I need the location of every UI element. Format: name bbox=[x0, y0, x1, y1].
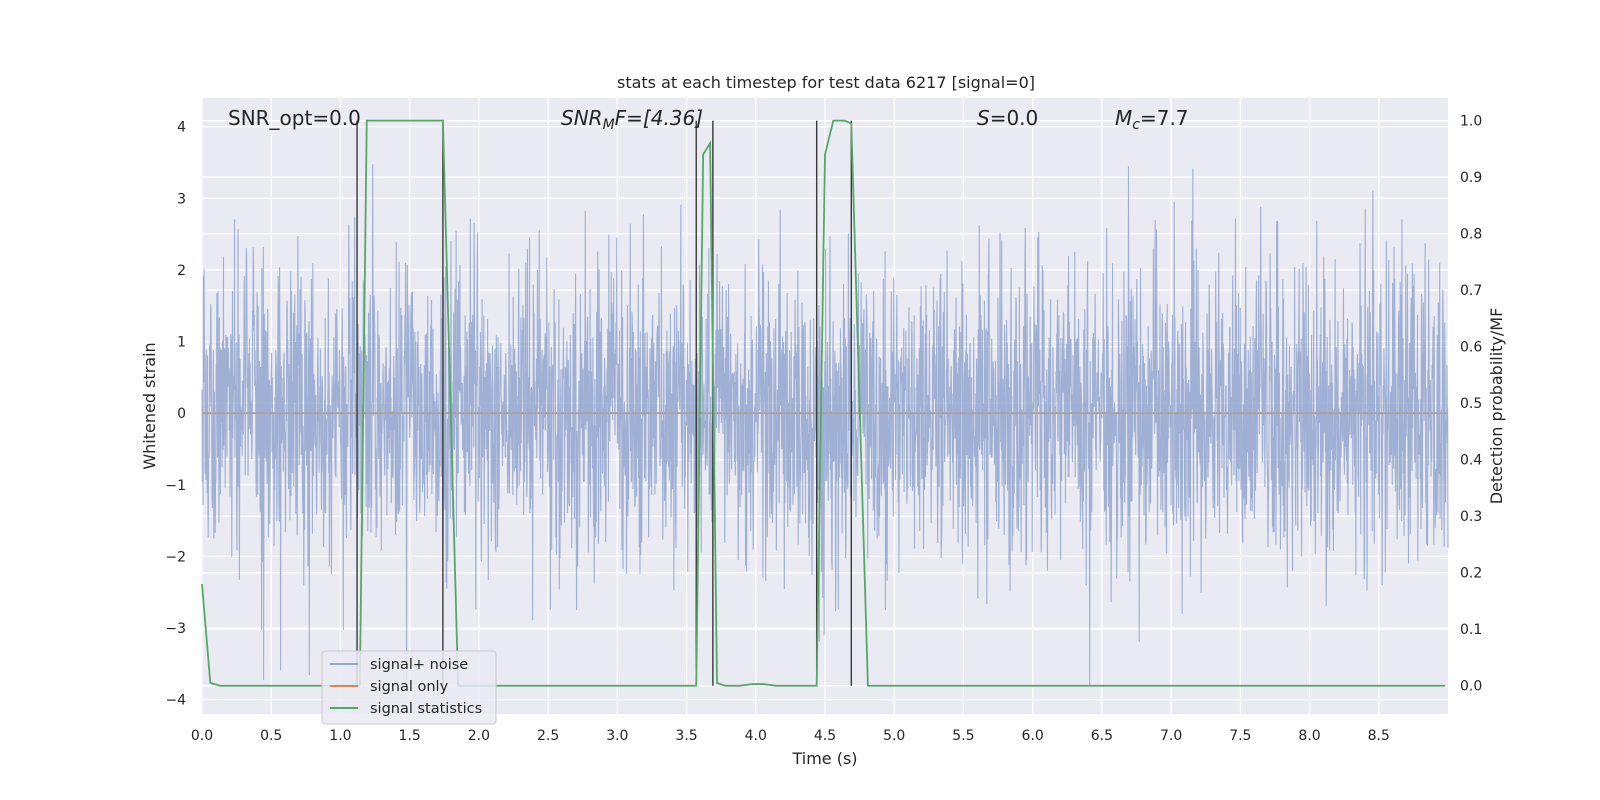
x-tick-label: 3.0 bbox=[606, 728, 628, 744]
signal-statistics-series bbox=[201, 119, 1446, 687]
y-tick-label-left: 4 bbox=[177, 120, 186, 136]
x-tick-label: 5.5 bbox=[952, 728, 974, 744]
s-main: S bbox=[977, 106, 990, 130]
noise-series bbox=[201, 164, 1449, 686]
y-axis-label-left: Whitened strain bbox=[140, 342, 159, 469]
x-tick-label: 6.5 bbox=[1091, 728, 1113, 744]
x-tick-label: 8.5 bbox=[1368, 728, 1390, 744]
snr-mf-main: SNR bbox=[561, 106, 603, 130]
annotation-snr-opt: SNR_opt=0.0 bbox=[228, 106, 361, 130]
y-tick-label-left: −4 bbox=[165, 693, 186, 709]
mc-main: M bbox=[1115, 106, 1132, 130]
y-tick-label-right: 0.5 bbox=[1460, 396, 1482, 412]
legend-box bbox=[321, 650, 497, 725]
x-tick-label: 2.0 bbox=[468, 728, 490, 744]
snr-mf-tail: F=[4.36] bbox=[615, 106, 703, 130]
y-tick-label-right: 0.9 bbox=[1460, 170, 1482, 186]
x-tick-label: 2.5 bbox=[537, 728, 559, 744]
y-tick-label-right: 0.1 bbox=[1460, 622, 1482, 638]
y-tick-label-right: 0.2 bbox=[1460, 566, 1482, 582]
legend-label-noise: signal+ noise bbox=[370, 657, 468, 673]
y-tick-label-right: 1.0 bbox=[1460, 114, 1482, 130]
legend-label-signal-statistics: signal statistics bbox=[370, 701, 482, 717]
x-axis-label: Time (s) bbox=[791, 749, 857, 768]
snr-mf-sub: M bbox=[603, 117, 615, 133]
x-tick-label: 3.5 bbox=[675, 728, 697, 744]
x-tick-label: 1.0 bbox=[329, 728, 351, 744]
mc-sub: c bbox=[1132, 117, 1140, 133]
y-tick-label-left: −2 bbox=[165, 549, 186, 565]
noise-line bbox=[201, 164, 1449, 686]
legend-label-signal-only: signal only bbox=[370, 679, 449, 695]
x-tick-label: 0.5 bbox=[260, 728, 282, 744]
y-tick-label-left: −1 bbox=[165, 478, 186, 494]
x-tick-label: 1.5 bbox=[399, 728, 421, 744]
x-tick-label: 4.0 bbox=[745, 728, 767, 744]
x-tick-label: 5.0 bbox=[883, 728, 905, 744]
signal-statistics-line bbox=[201, 119, 1446, 687]
x-tick-label: 6.0 bbox=[1022, 728, 1044, 744]
y-tick-label-left: 2 bbox=[177, 263, 186, 279]
y-tick-label-right: 0.0 bbox=[1460, 679, 1482, 695]
y-tick-label-right: 0.6 bbox=[1460, 340, 1482, 356]
x-tick-label: 0.0 bbox=[191, 728, 213, 744]
x-tick-label: 7.0 bbox=[1160, 728, 1182, 744]
legend: signal+ noise signal only signal statist… bbox=[321, 650, 497, 725]
y-tick-label-right: 0.8 bbox=[1460, 227, 1482, 243]
y-tick-label-right: 0.7 bbox=[1460, 283, 1482, 299]
y-axis-label-right: Detection probability/MF bbox=[1487, 308, 1506, 505]
y-tick-label-left: −3 bbox=[165, 621, 186, 637]
y-tick-label-right: 0.3 bbox=[1460, 509, 1482, 525]
y-tick-label-left: 0 bbox=[177, 406, 186, 422]
y-tick-label-right: 0.4 bbox=[1460, 453, 1482, 469]
annotation-s: S=0.0 bbox=[977, 106, 1038, 130]
x-tick-label: 4.5 bbox=[814, 728, 836, 744]
mc-tail: =7.7 bbox=[1140, 106, 1189, 130]
y-tick-label-left: 1 bbox=[177, 335, 186, 351]
s-tail: =0.0 bbox=[990, 106, 1039, 130]
annotation-mc: Mc=7.7 bbox=[1115, 106, 1189, 133]
x-tick-label: 7.5 bbox=[1229, 728, 1251, 744]
chart-title: stats at each timestep for test data 621… bbox=[617, 73, 1035, 92]
x-tick-label: 8.0 bbox=[1298, 728, 1320, 744]
annotation-snr-mf: SNRMF=[4.36] bbox=[561, 106, 703, 133]
y-tick-label-left: 3 bbox=[177, 191, 186, 207]
tick-labels: 0.0 0.5 1.0 1.5 2.0 2.5 3.0 3.5 4.0 4.5 5.0 5.5 6.0 6… bbox=[165, 114, 1482, 744]
